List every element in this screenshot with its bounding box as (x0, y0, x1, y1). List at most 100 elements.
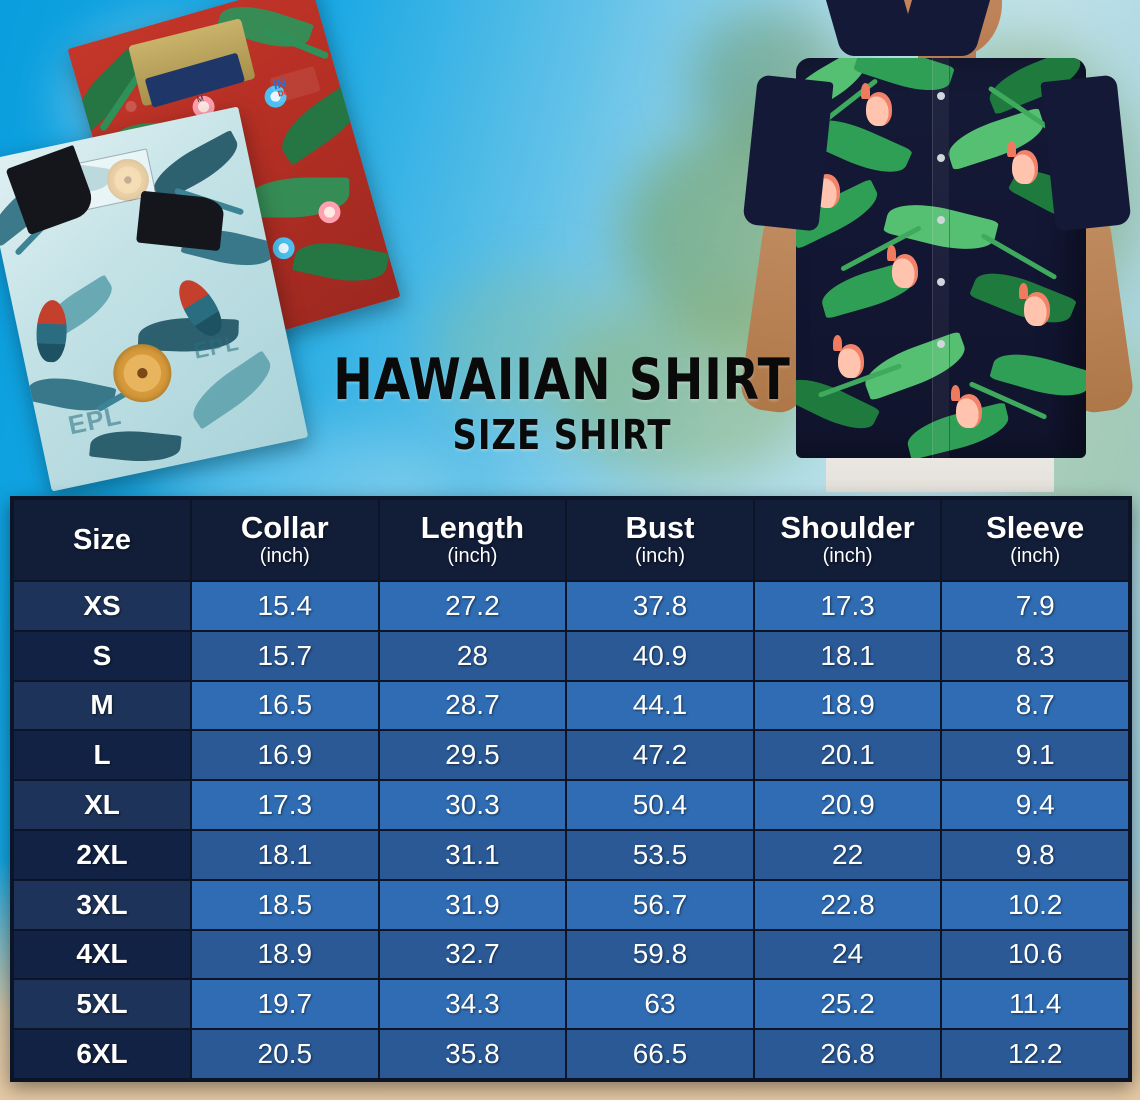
cell-3xl-shoulder: 22.8 (752, 878, 943, 931)
flamingo-motif-7 (951, 385, 982, 428)
table-row: M 16.5 28.7 44.1 18.9 8.7 (12, 679, 1130, 732)
cell-2xl-sleeve: 9.8 (940, 828, 1130, 881)
flamingo-motif-2 (1007, 141, 1038, 184)
column-header-sleeve: Sleeve (inch) (940, 498, 1130, 582)
flamingo-motif-4 (887, 245, 918, 288)
cell-xs-collar: 15.4 (190, 580, 380, 632)
cell-xl-length: 30.3 (377, 779, 568, 831)
header-row: Size Collar (inch) Length (inch) Bust (i… (12, 498, 1130, 582)
column-header-collar-unit: (inch) (259, 544, 310, 567)
table-row: L 16.9 29.5 47.2 20.1 9.1 (12, 729, 1130, 782)
flamingo-motif-6 (833, 335, 864, 378)
size-cell-xl: XL (12, 779, 192, 831)
model-hawaiian-shirt-torso (796, 58, 1086, 458)
page-subtitle: SIZE SHIRT (452, 411, 672, 459)
cell-m-collar: 16.5 (190, 679, 380, 732)
column-header-length-unit: (inch) (447, 544, 498, 567)
table-row: 6XL 20.5 35.8 66.5 26.8 12.2 (12, 1028, 1130, 1080)
cell-6xl-length: 35.8 (377, 1028, 568, 1080)
cell-4xl-shoulder: 24 (752, 928, 943, 981)
size-cell-3xl: 3XL (12, 878, 192, 931)
column-header-size: Size (12, 498, 192, 582)
column-header-length-label: Length (420, 510, 525, 546)
cell-l-collar: 16.9 (190, 729, 380, 782)
cell-4xl-bust: 59.8 (565, 928, 755, 981)
title-block: HAWAIIAN SHIRT SIZE SHIRT (312, 352, 812, 456)
cell-6xl-shoulder: 26.8 (752, 1028, 943, 1080)
size-chart-table: Size Collar (inch) Length (inch) Bust (i… (12, 498, 1130, 1080)
cell-3xl-collar: 18.5 (190, 878, 380, 931)
table-header: Size Collar (inch) Length (inch) Bust (i… (12, 498, 1130, 582)
cell-5xl-bust: 63 (565, 978, 755, 1031)
column-header-shoulder-unit: (inch) (822, 544, 873, 567)
cell-m-length: 28.7 (377, 679, 568, 732)
cell-s-shoulder: 18.1 (752, 629, 943, 682)
column-header-sleeve-label: Sleeve (986, 510, 1085, 546)
size-cell-s: S (12, 629, 192, 682)
cell-s-bust: 40.9 (565, 629, 755, 682)
cell-4xl-collar: 18.9 (190, 928, 380, 981)
table-row: XL 17.3 30.3 50.4 20.9 9.4 (12, 779, 1130, 831)
cell-l-sleeve: 9.1 (940, 729, 1130, 782)
cell-4xl-sleeve: 10.6 (940, 928, 1130, 981)
column-header-collar-label: Collar (240, 510, 329, 546)
cell-2xl-collar: 18.1 (190, 828, 380, 881)
cell-2xl-length: 31.1 (377, 828, 568, 881)
cell-xl-collar: 17.3 (190, 779, 380, 831)
table-row: XS 15.4 27.2 37.8 17.3 7.9 (12, 580, 1130, 632)
size-cell-xs: XS (12, 580, 192, 632)
column-header-bust-unit: (inch) (634, 544, 685, 567)
column-header-size-label: Size (72, 523, 132, 556)
size-cell-5xl: 5XL (12, 978, 192, 1031)
cell-xs-shoulder: 17.3 (752, 580, 943, 632)
cell-l-bust: 47.2 (565, 729, 755, 782)
table-row: 3XL 18.5 31.9 56.7 22.8 10.2 (12, 878, 1130, 931)
table-row: 2XL 18.1 31.1 53.5 22 9.8 (12, 828, 1130, 881)
cell-xl-sleeve: 9.4 (940, 779, 1130, 831)
size-chart-table-container: Size Collar (inch) Length (inch) Bust (i… (10, 496, 1132, 1082)
cell-4xl-length: 32.7 (377, 928, 568, 981)
cell-3xl-bust: 56.7 (565, 878, 755, 931)
size-cell-m: M (12, 679, 192, 732)
page-title: HAWAIIAN SHIRT (333, 347, 791, 413)
cell-s-collar: 15.7 (190, 629, 380, 682)
flamingo-motif-1 (861, 83, 892, 126)
cell-l-shoulder: 20.1 (752, 729, 943, 782)
cell-l-length: 29.5 (377, 729, 568, 782)
column-header-bust: Bust (inch) (565, 498, 755, 582)
model-photo (730, 0, 1140, 492)
cell-xs-bust: 37.8 (565, 580, 755, 632)
column-header-sleeve-unit: (inch) (1010, 544, 1061, 567)
cell-s-length: 28 (377, 629, 568, 682)
column-header-collar: Collar (inch) (190, 498, 380, 582)
shirt-sleeve-left (742, 74, 834, 232)
red-shirt-brand-tag (269, 65, 321, 104)
cell-s-sleeve: 8.3 (940, 629, 1130, 682)
parrot-motif-1 (35, 299, 68, 363)
cell-3xl-length: 31.9 (377, 878, 568, 931)
cell-6xl-bust: 66.5 (565, 1028, 755, 1080)
table-row: S 15.7 28 40.9 18.1 8.3 (12, 629, 1130, 682)
blue-shirt-collar-right (136, 190, 226, 252)
cell-3xl-sleeve: 10.2 (940, 878, 1130, 931)
cell-6xl-sleeve: 12.2 (940, 1028, 1130, 1080)
cell-5xl-collar: 19.7 (190, 978, 380, 1031)
cell-6xl-collar: 20.5 (190, 1028, 380, 1080)
size-cell-2xl: 2XL (12, 828, 192, 881)
cell-5xl-sleeve: 11.4 (940, 978, 1130, 1031)
table-row: 4XL 18.9 32.7 59.8 24 10.6 (12, 928, 1130, 981)
cell-5xl-length: 34.3 (377, 978, 568, 1031)
cell-xs-sleeve: 7.9 (940, 580, 1130, 632)
shirt-sleeve-right (1040, 74, 1132, 232)
cell-m-shoulder: 18.9 (752, 679, 943, 732)
table-row: 5XL 19.7 34.3 63 25.2 11.4 (12, 978, 1130, 1031)
column-header-length: Length (inch) (377, 498, 568, 582)
foliage-blur-6 (430, 270, 630, 420)
cell-m-sleeve: 8.7 (940, 679, 1130, 732)
cell-xs-length: 27.2 (377, 580, 568, 632)
cell-2xl-bust: 53.5 (565, 828, 755, 881)
column-header-shoulder-label: Shoulder (780, 510, 915, 546)
size-cell-l: L (12, 729, 192, 782)
table-body: XS 15.4 27.2 37.8 17.3 7.9 S 15.7 28 40.9 18.1 8.3 M… (12, 580, 1130, 1080)
cell-xl-bust: 50.4 (565, 779, 755, 831)
